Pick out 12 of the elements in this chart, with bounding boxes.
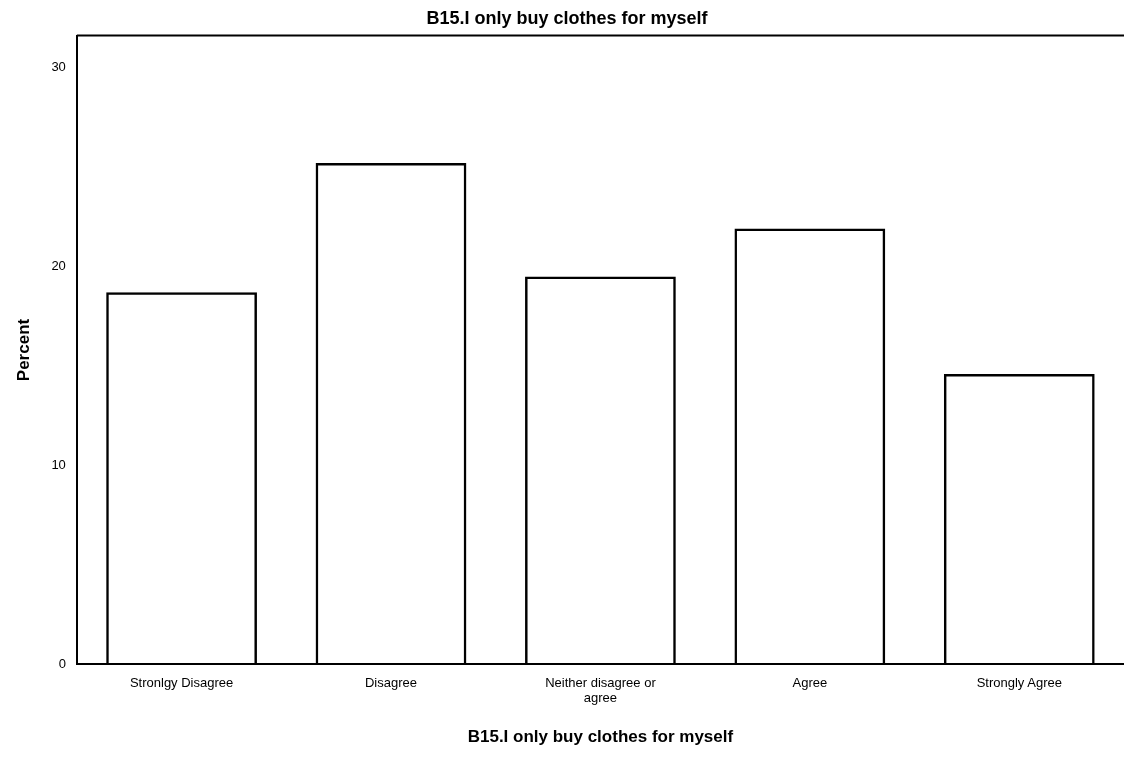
- x-tick-label: Stronlgy Disagree: [129, 674, 234, 690]
- y-axis-title: Percent: [13, 318, 33, 382]
- x-tick-label: Disagree: [364, 674, 418, 690]
- x-tick-label: Agree: [792, 674, 828, 690]
- y-tick-label: 30: [51, 59, 66, 75]
- x-tick-label: Neither disagree or agree: [545, 674, 657, 706]
- y-tick-label: 0: [58, 655, 66, 671]
- y-tick-label: 10: [51, 456, 66, 472]
- y-tick-label: 20: [51, 258, 66, 273]
- x-axis-title: B15.I only buy clothes for myself: [467, 727, 734, 747]
- chart-title: B15.I only buy clothes for myself: [426, 7, 709, 28]
- x-tick-label: Strongly Agree: [976, 674, 1062, 690]
